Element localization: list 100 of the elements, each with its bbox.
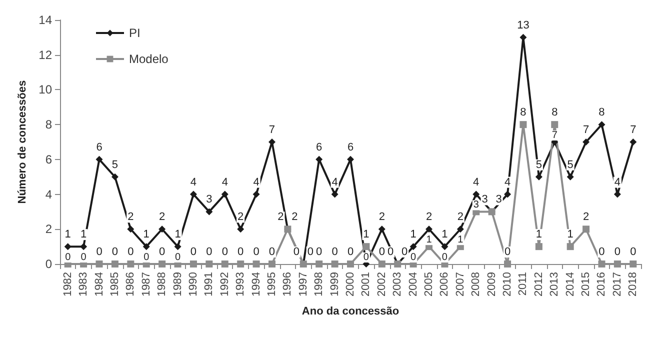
y-tick-label: 4: [45, 187, 52, 202]
x-tick-label: 2012: [532, 272, 545, 296]
y-tick-label: 2: [45, 222, 52, 236]
data-label: 13: [517, 19, 530, 32]
x-tick-label: 1996: [282, 272, 294, 296]
data-label: 0: [174, 252, 181, 263]
data-label: 1: [567, 228, 574, 241]
data-label: 1: [410, 228, 416, 241]
data-label: 0: [614, 246, 621, 258]
data-label: 5: [112, 158, 118, 171]
x-tick-label: 1994: [250, 272, 262, 296]
data-label: 1: [442, 228, 448, 241]
x-tick-label: 2006: [438, 272, 451, 296]
y-tick-label: 14: [38, 13, 52, 27]
data-label: 0: [316, 246, 322, 258]
x-tick-label: 2000: [344, 272, 356, 296]
x-tick-label: 1983: [78, 272, 90, 296]
x-tick-label: 2014: [564, 272, 576, 296]
data-label: 2: [582, 211, 590, 224]
data-label: 0: [190, 246, 197, 258]
data-label: 7: [582, 124, 590, 136]
x-tick-label: 2016: [596, 272, 608, 296]
x-tick-label: 2017: [611, 272, 624, 296]
data-label: 4: [222, 176, 228, 188]
x-tick-label: 1992: [218, 272, 231, 296]
data-label: 2: [238, 211, 244, 224]
data-label: 4: [614, 176, 621, 188]
data-label: 0: [206, 246, 212, 258]
y-tick-label: 12: [38, 48, 52, 62]
x-tick-label: 1991: [203, 272, 216, 296]
data-label: 3: [473, 200, 480, 211]
data-label: 0: [347, 246, 354, 258]
data-label: 2: [278, 211, 284, 224]
data-label: 4: [332, 176, 338, 188]
x-tick-label: 1997: [297, 272, 310, 296]
x-tick-label: 2003: [392, 272, 404, 296]
data-label: 0: [80, 252, 87, 263]
data-label: 7: [630, 124, 636, 136]
x-tick-label: 2007: [454, 272, 466, 296]
data-label: 2: [426, 211, 432, 224]
data-label: 0: [128, 246, 134, 258]
x-tick-label: 1995: [266, 272, 278, 296]
data-label: 0: [630, 246, 636, 258]
data-label: 4: [473, 176, 480, 188]
data-label: 1: [64, 228, 71, 241]
data-label: 0: [363, 252, 370, 263]
data-label: 0: [307, 246, 314, 258]
x-tick-label: 1998: [313, 272, 326, 296]
x-tick-label: 1982: [62, 272, 74, 296]
data-label: 1: [458, 234, 464, 246]
y-tick-label: 8: [45, 118, 52, 132]
x-tick-label: 1988: [156, 272, 168, 296]
x-tick-label: 2002: [376, 272, 388, 296]
data-label: 2: [128, 211, 134, 224]
data-label: 0: [65, 252, 72, 263]
x-tick-label: 1990: [187, 272, 200, 296]
data-label: 2: [457, 211, 464, 224]
data-label: 1: [143, 228, 150, 241]
data-label: 8: [598, 106, 605, 119]
data-label: 6: [96, 141, 102, 154]
x-tick-label: 2015: [580, 272, 592, 296]
data-label: 0: [410, 252, 417, 263]
data-label: 2: [159, 211, 166, 224]
x-tick-label: 2008: [470, 272, 482, 296]
data-label: 2: [292, 211, 298, 224]
data-label: 8: [520, 106, 526, 119]
data-label: 7: [552, 130, 558, 141]
data-label: 1: [426, 234, 432, 246]
x-tick-label: 2009: [486, 272, 498, 296]
data-label: 4: [190, 176, 197, 188]
data-label: 4: [504, 176, 511, 188]
data-label: 6: [316, 141, 322, 154]
x-tick-label: 1987: [140, 272, 152, 296]
x-tick-label: 1985: [108, 272, 121, 296]
data-label: 0: [144, 252, 150, 263]
data-label: 1: [80, 228, 87, 241]
y-tick-label: 0: [45, 257, 52, 271]
legend-label: Modelo: [129, 52, 169, 66]
data-label: 5: [536, 158, 542, 171]
data-label: 0: [402, 246, 408, 258]
data-label: 4: [253, 176, 260, 188]
x-tick-label: 2010: [502, 272, 514, 296]
data-label: 0: [442, 252, 448, 263]
data-label: 1: [174, 228, 181, 241]
data-label: 0: [504, 246, 511, 258]
data-label: 0: [332, 246, 338, 258]
data-label: 0: [222, 246, 228, 258]
data-label: 2: [378, 211, 385, 224]
data-label: 0: [378, 246, 385, 258]
data-label: 7: [268, 124, 276, 136]
data-label: 3: [482, 194, 488, 206]
data-label: 0: [268, 246, 276, 258]
y-axis-title: Número de concessões: [16, 80, 28, 204]
x-tick-label: 2005: [423, 272, 436, 296]
y-tick-label: 10: [38, 82, 52, 97]
x-tick-label: 2011: [517, 272, 530, 296]
y-tick-label: 6: [45, 152, 52, 166]
data-label: 0: [253, 246, 260, 258]
legend-label: PI: [129, 26, 140, 40]
data-label: 0: [159, 246, 166, 258]
